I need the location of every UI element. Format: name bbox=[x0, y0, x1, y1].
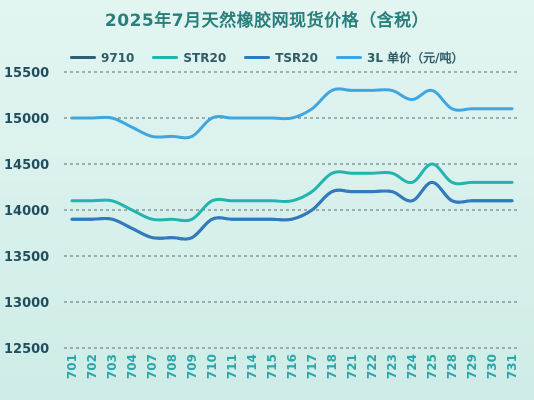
legend-swatch bbox=[152, 56, 179, 59]
x-tick-label: 703 bbox=[105, 354, 119, 379]
legend-label: TSR20 bbox=[275, 50, 318, 65]
chart-title: 2025年7月天然橡胶网现货价格（含税） bbox=[104, 11, 430, 31]
legend-item: 3L 单价（元/吨） bbox=[335, 49, 464, 66]
x-tick-label: 702 bbox=[85, 354, 99, 379]
legend: 9710 STR20 TSR20 3L 单价（元/吨） bbox=[70, 49, 464, 66]
x-tick-label: 722 bbox=[365, 354, 379, 379]
x-tick-label: 710 bbox=[205, 354, 219, 379]
x-tick-label: 721 bbox=[345, 354, 359, 379]
x-tick-label: 715 bbox=[265, 354, 279, 379]
y-tick-label: 13000 bbox=[4, 296, 49, 311]
legend-swatch bbox=[70, 56, 96, 59]
x-tick-label: 730 bbox=[485, 354, 499, 379]
series-line-3 bbox=[70, 87, 514, 140]
legend-label: 9710 bbox=[101, 50, 135, 65]
x-tick-label: 731 bbox=[505, 354, 519, 379]
legend-swatch bbox=[335, 56, 362, 59]
x-tick-label: 709 bbox=[185, 354, 199, 379]
y-tick-label: 14500 bbox=[4, 158, 49, 173]
y-tick-label: 14000 bbox=[4, 204, 49, 219]
legend-label: STR20 bbox=[183, 50, 227, 65]
x-tick-label: 717 bbox=[305, 354, 319, 379]
x-tick-label: 728 bbox=[445, 354, 459, 379]
y-tick-label: 15000 bbox=[4, 112, 49, 127]
x-tick-label: 708 bbox=[165, 354, 179, 379]
x-tick-label: 716 bbox=[285, 354, 299, 379]
x-tick-label: 718 bbox=[325, 354, 339, 379]
legend-label: 3L 单价（元/吨） bbox=[366, 51, 464, 65]
legend-item: TSR20 bbox=[244, 51, 318, 65]
y-tick-label: 13500 bbox=[4, 250, 49, 265]
legend-item: 9710 bbox=[70, 51, 134, 65]
x-tick-label: 704 bbox=[125, 354, 139, 379]
series-line-1 bbox=[70, 162, 514, 223]
legend-item: STR20 bbox=[152, 51, 226, 65]
legend-swatch bbox=[244, 56, 271, 59]
x-tick-label: 725 bbox=[425, 354, 439, 379]
x-tick-label: 701 bbox=[65, 354, 79, 379]
x-tick-label: 723 bbox=[385, 354, 399, 379]
x-tick-label: 714 bbox=[245, 354, 259, 379]
y-tick-label: 12500 bbox=[4, 342, 49, 357]
y-tick-label: 15500 bbox=[4, 66, 49, 81]
x-tick-label: 711 bbox=[225, 354, 239, 379]
x-tick-label: 707 bbox=[145, 354, 159, 379]
x-tick-label: 724 bbox=[405, 354, 419, 379]
series-line-2 bbox=[70, 180, 514, 241]
x-tick-label: 729 bbox=[465, 354, 479, 379]
